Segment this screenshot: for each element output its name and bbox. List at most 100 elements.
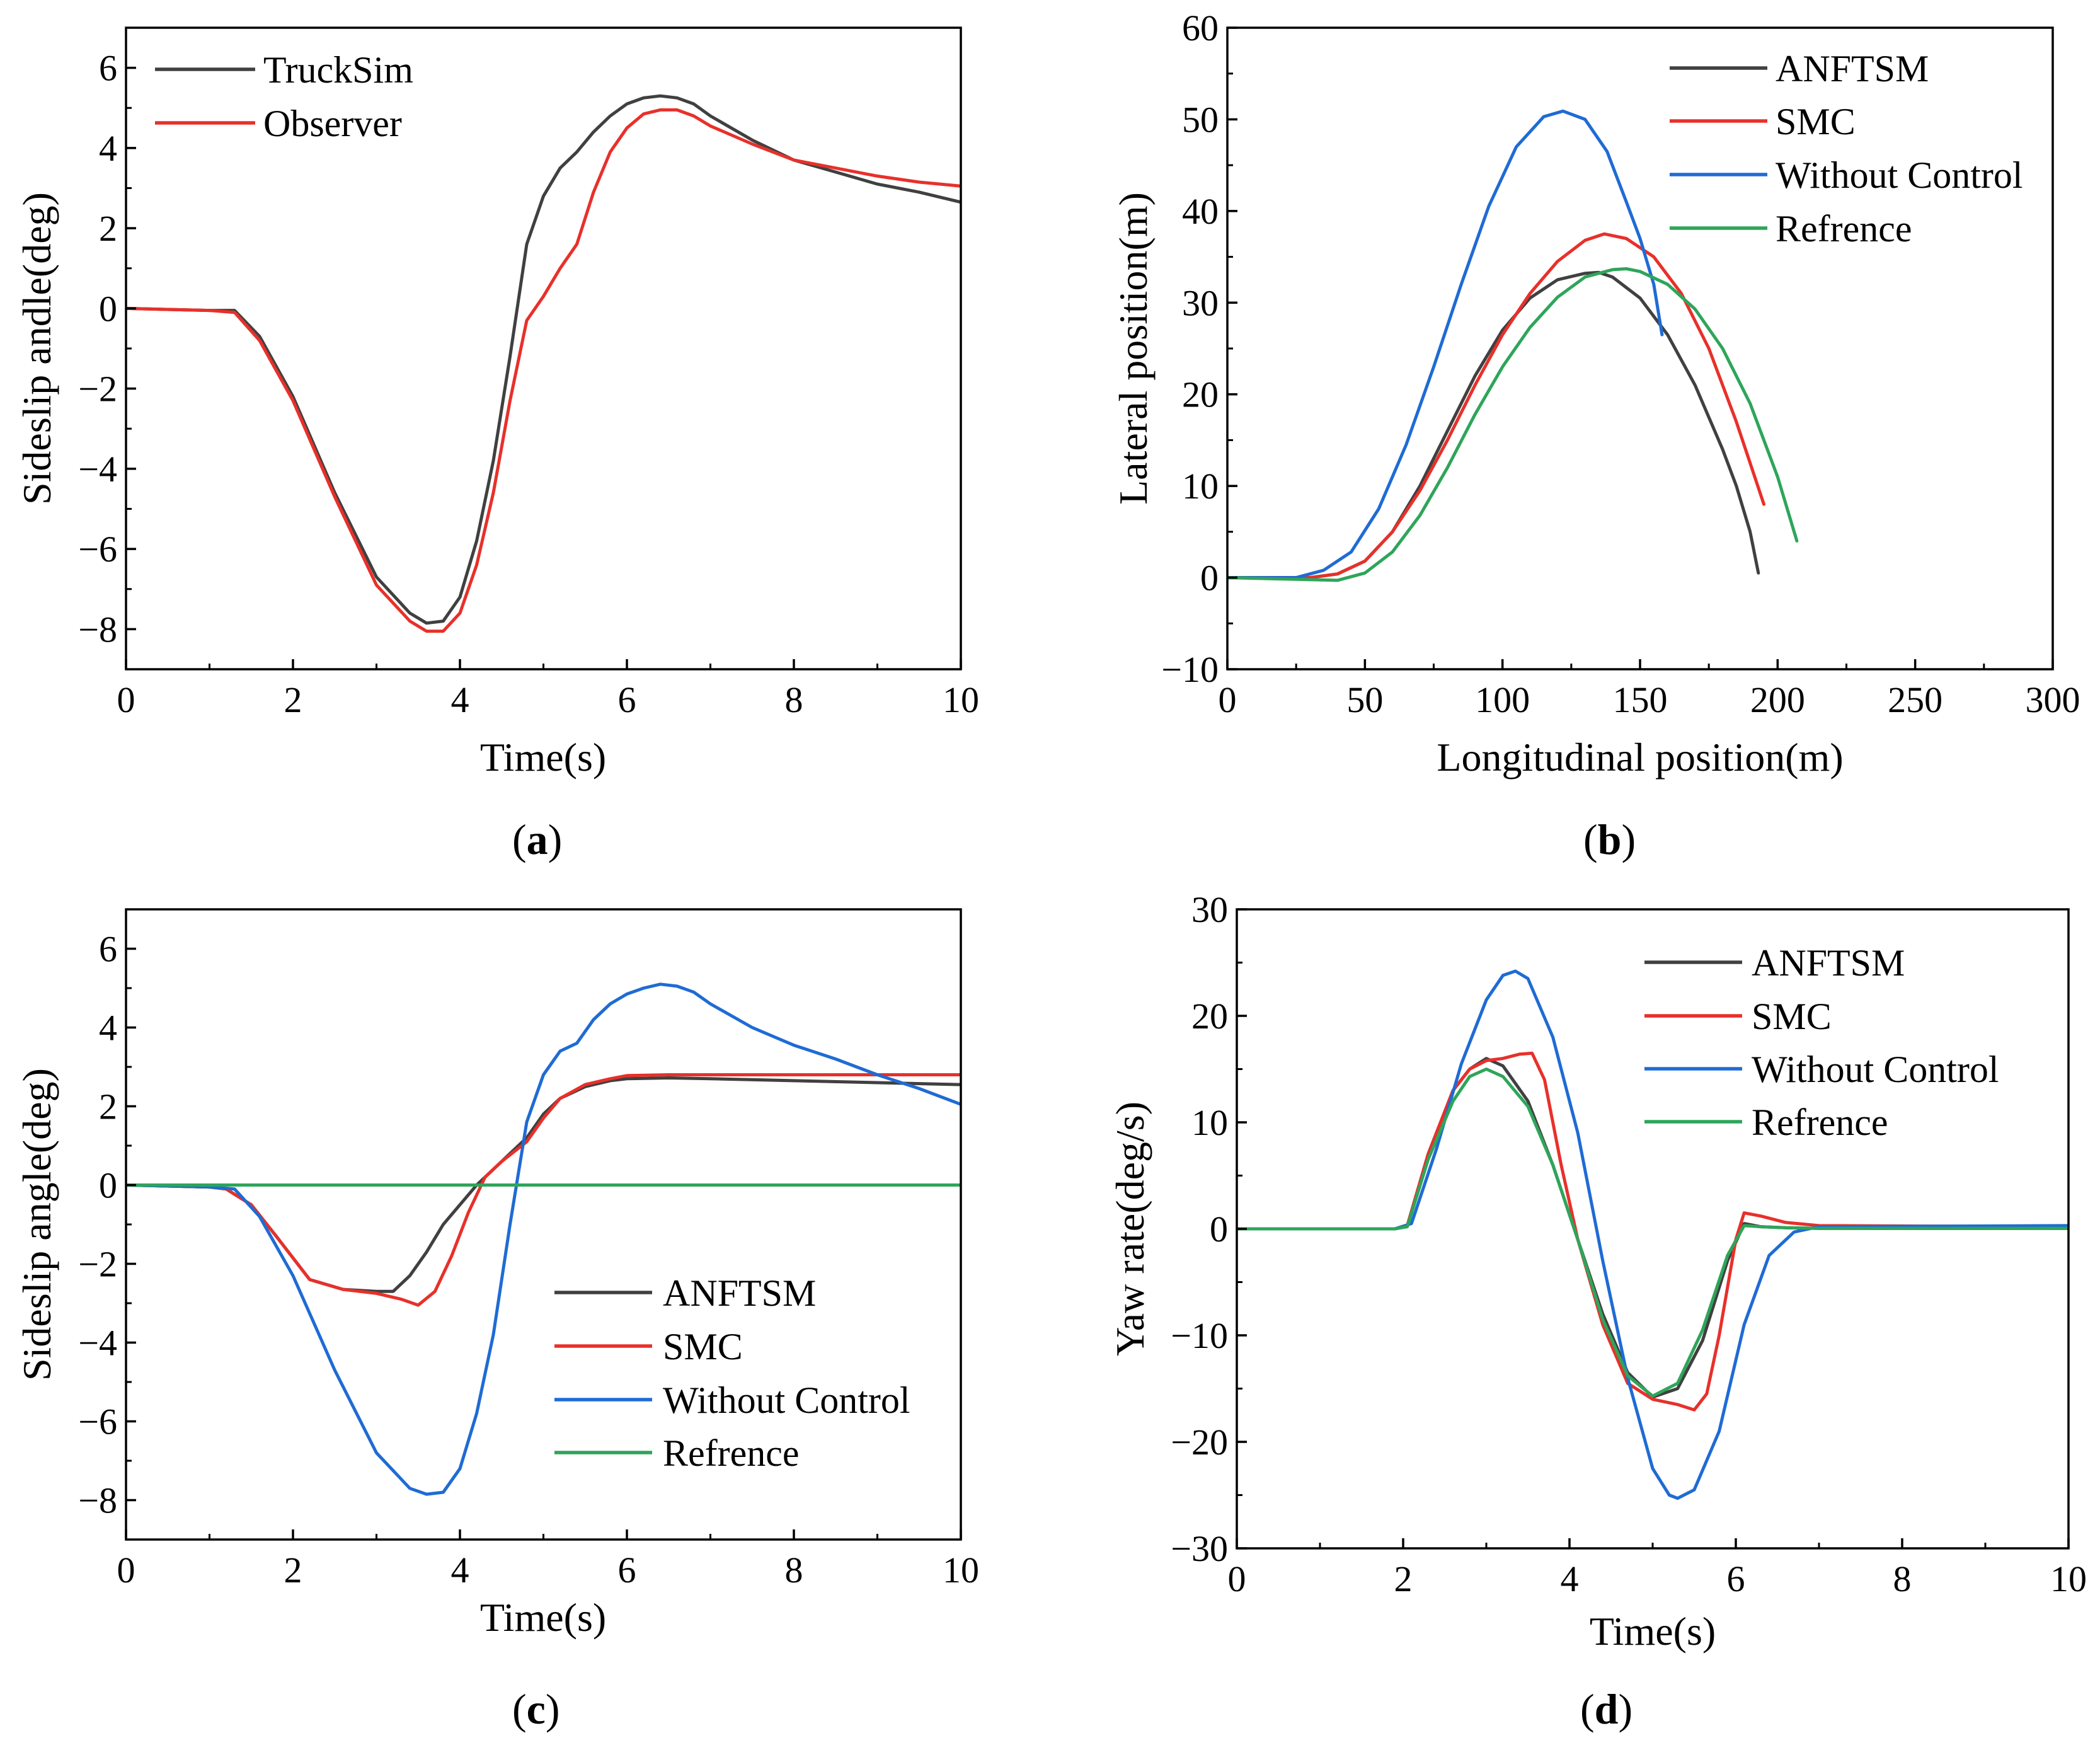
legend-c: ANFTSM SMC Without Control Refrence xyxy=(554,1272,910,1474)
series-line-d-smc xyxy=(1237,1051,2068,1412)
legend-d: ANFTSM SMC Without Control Refrence xyxy=(1644,942,1999,1143)
x-tick-label-a-4: 8 xyxy=(785,679,803,720)
y-tick-label-b-4: 30 xyxy=(1182,282,1219,323)
y-ticks-b: −10 0 10 20 30 40 50 60 xyxy=(1161,8,1237,690)
x-tick-label-b-0: 0 xyxy=(1219,679,1237,720)
caption-b-letter: b xyxy=(1598,815,1622,863)
caption-c: (c) xyxy=(512,1685,560,1733)
legend-b: ANFTSM SMC Without Control Refrence xyxy=(1670,48,2023,250)
plot-area-c xyxy=(126,982,961,1496)
y-tick-label-c-6: 4 xyxy=(99,1008,117,1049)
caption-a-letter: a xyxy=(527,815,548,863)
legend-label-b-1: ANFTSM xyxy=(1776,48,1929,89)
x-tick-label-c-1: 2 xyxy=(284,1550,302,1591)
legend-label-c-2: SMC xyxy=(663,1326,743,1367)
x-tick-label-d-3: 6 xyxy=(1727,1558,1745,1599)
y-tick-label-b-6: 50 xyxy=(1182,99,1219,140)
y-tick-label-a-2: −4 xyxy=(78,449,117,490)
series-line-b-anftsm xyxy=(1227,270,1760,580)
legend-label-c-4: Refrence xyxy=(663,1432,800,1474)
y-ticks-c: −8 −6 −4 −2 0 2 4 6 xyxy=(78,929,136,1521)
x-tick-label-a-3: 6 xyxy=(618,679,636,720)
y-tick-label-a-4: 0 xyxy=(99,288,117,329)
legend-label-d-3: Without Control xyxy=(1752,1049,1999,1090)
y-tick-label-a-1: −6 xyxy=(78,529,117,570)
legend-label-b-2: SMC xyxy=(1776,101,1856,142)
y-tick-label-a-3: −2 xyxy=(78,369,117,410)
y-ticks-d: −30 −20 −10 0 10 20 30 xyxy=(1171,889,1247,1569)
panel-c: 0 2 4 6 8 10 −8 −6 −4 −2 0 2 4 6 Time(s) Sideslip an… xyxy=(14,908,979,1733)
panel-d: 0 2 4 6 8 10 −30 −20 −10 0 10 20 30 Time(s) Yaw rat… xyxy=(1108,889,2087,1733)
series-line-a-trucksim xyxy=(126,94,961,625)
legend-label-d-4: Refrence xyxy=(1752,1102,1888,1143)
legend-label-b-4: Refrence xyxy=(1776,208,1912,250)
series-line-d-refrence xyxy=(1237,1068,2068,1398)
caption-c-letter: c xyxy=(527,1685,546,1733)
x-tick-label-c-3: 6 xyxy=(618,1550,636,1591)
x-tick-label-d-1: 2 xyxy=(1394,1558,1413,1599)
caption-b: (b) xyxy=(1583,815,1636,863)
series-line-a-observer xyxy=(126,108,961,633)
x-tick-label-a-2: 4 xyxy=(451,679,469,720)
x-tick-label-b-5: 250 xyxy=(1888,679,1942,720)
x-axis-label-b: Longitudinal position(m) xyxy=(1437,735,1843,780)
series-line-d-without-control xyxy=(1237,969,2068,1500)
x-ticks-c: 0 2 4 6 8 10 xyxy=(117,1529,979,1591)
legend-a: TruckSim Observer xyxy=(155,49,413,144)
y-tick-label-b-1: 0 xyxy=(1200,558,1219,599)
x-axis-label-d: Time(s) xyxy=(1590,1609,1716,1654)
y-tick-label-c-0: −8 xyxy=(78,1480,117,1521)
y-tick-label-a-7: 6 xyxy=(99,48,117,89)
y-tick-label-d-0: −30 xyxy=(1171,1528,1228,1569)
y-tick-label-a-6: 4 xyxy=(99,128,117,169)
y-tick-label-a-0: −8 xyxy=(78,609,117,650)
x-tick-label-c-4: 8 xyxy=(785,1550,803,1591)
plot-frame-c xyxy=(125,908,962,1541)
y-tick-label-a-5: 2 xyxy=(99,208,117,249)
legend-label-c-3: Without Control xyxy=(663,1379,910,1421)
plot-frame-b xyxy=(1226,26,2054,671)
x-tick-label-d-5: 10 xyxy=(2050,1558,2087,1599)
legend-label-a-2: Observer xyxy=(263,103,402,144)
x-tick-label-d-4: 8 xyxy=(1893,1558,1912,1599)
series-line-b-refrence xyxy=(1227,267,1799,582)
x-tick-label-c-2: 4 xyxy=(451,1550,469,1591)
x-tick-label-d-0: 0 xyxy=(1228,1558,1246,1599)
x-ticks-b: 0 50 100 150 200 250 300 xyxy=(1219,659,2080,720)
y-tick-label-c-1: −6 xyxy=(78,1402,117,1442)
panel-a: 0 2 4 6 8 10 −8 −6 −4 −2 0 2 4 6 Time(s) Sideslip an… xyxy=(14,26,979,863)
y-tick-label-d-6: 30 xyxy=(1191,889,1228,930)
y-tick-label-d-4: 10 xyxy=(1191,1102,1228,1143)
series-line-c-without-control xyxy=(126,982,961,1496)
x-tick-label-a-0: 0 xyxy=(117,679,135,720)
x-tick-label-b-4: 200 xyxy=(1750,679,1805,720)
x-axis-label-a: Time(s) xyxy=(480,735,606,780)
x-ticks-a: 0 2 4 6 8 10 xyxy=(117,659,979,720)
plot-area-b xyxy=(1227,109,1799,582)
y-tick-label-b-2: 10 xyxy=(1182,466,1219,507)
caption-d: (d) xyxy=(1580,1685,1632,1733)
x-tick-label-a-1: 2 xyxy=(284,679,302,720)
y-tick-label-d-3: 0 xyxy=(1210,1209,1228,1250)
y-ticks-a: −8 −6 −4 −2 0 2 4 6 xyxy=(78,48,136,650)
y-axis-label-d: Yaw rate(deg/s) xyxy=(1108,1102,1152,1356)
legend-label-d-2: SMC xyxy=(1752,996,1832,1037)
y-axis-label-a: Sideslip andle(deg) xyxy=(14,192,59,505)
x-tick-label-b-2: 100 xyxy=(1475,679,1530,720)
legend-label-c-1: ANFTSM xyxy=(663,1272,816,1314)
y-tick-label-d-5: 20 xyxy=(1191,996,1228,1037)
y-tick-label-b-5: 40 xyxy=(1182,191,1219,232)
x-tick-label-b-3: 150 xyxy=(1613,679,1668,720)
legend-label-d-1: ANFTSM xyxy=(1752,942,1905,984)
x-tick-label-c-5: 10 xyxy=(943,1550,979,1591)
x-ticks-d: 0 2 4 6 8 10 xyxy=(1228,1538,2087,1599)
y-tick-label-b-0: −10 xyxy=(1161,649,1219,690)
x-tick-label-c-0: 0 xyxy=(117,1550,135,1591)
plot-area-a xyxy=(126,94,961,633)
x-tick-label-d-2: 4 xyxy=(1561,1558,1579,1599)
plot-area-d xyxy=(1237,969,2068,1500)
series-line-b-without-control xyxy=(1227,109,1664,580)
legend-label-a-1: TruckSim xyxy=(263,49,413,91)
series-line-c-smc xyxy=(126,1073,961,1307)
y-tick-label-b-7: 60 xyxy=(1182,8,1219,49)
